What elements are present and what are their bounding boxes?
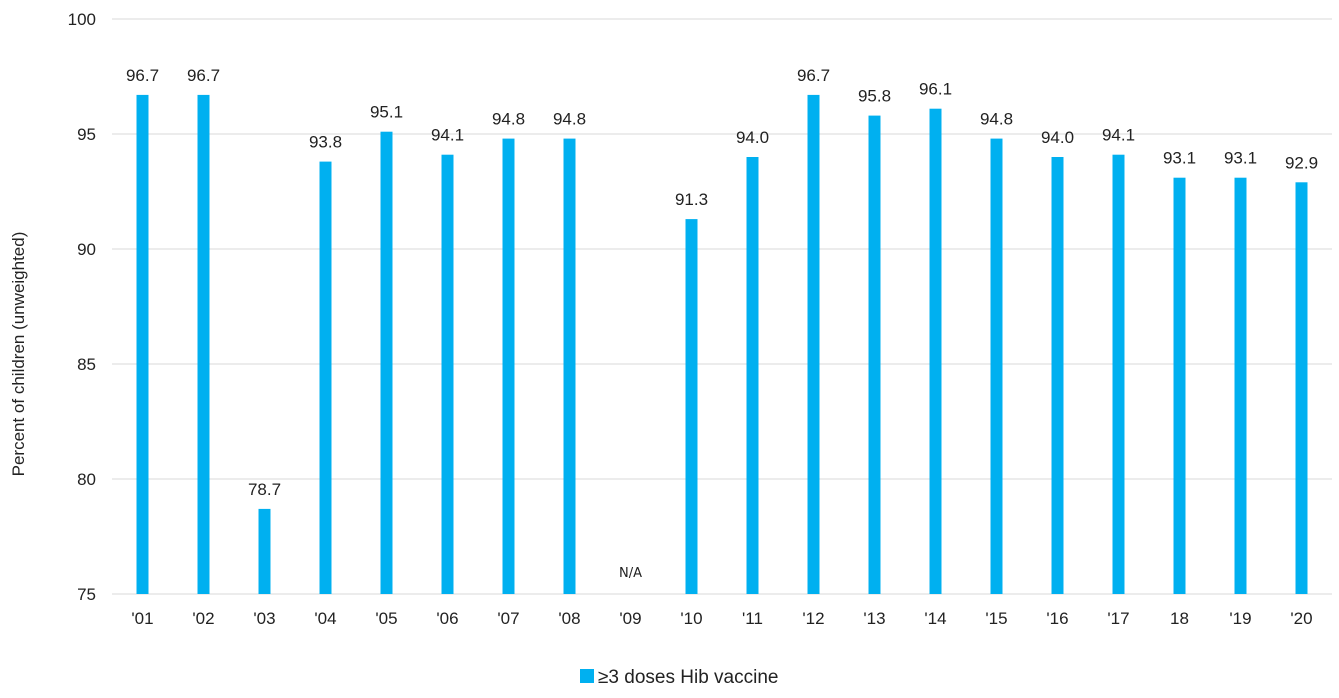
x-tick-label: '05 bbox=[375, 609, 397, 628]
bar bbox=[746, 157, 759, 594]
bar bbox=[136, 94, 149, 595]
bar bbox=[1173, 177, 1186, 594]
x-tick-label: '10 bbox=[680, 609, 702, 628]
x-tick-label: '13 bbox=[863, 609, 885, 628]
bar bbox=[502, 138, 515, 594]
bar bbox=[929, 108, 942, 594]
x-tick-label: '16 bbox=[1046, 609, 1068, 628]
data-label: 96.7 bbox=[797, 66, 830, 85]
bar bbox=[1112, 154, 1125, 594]
y-axis-title: Percent of children (unweighted) bbox=[9, 232, 28, 477]
data-label: 78.7 bbox=[248, 480, 281, 499]
data-label: 94.1 bbox=[1102, 126, 1135, 145]
x-tick-label: '03 bbox=[253, 609, 275, 628]
data-label: 94.8 bbox=[980, 110, 1013, 129]
data-label: 94.0 bbox=[1041, 128, 1074, 147]
bar bbox=[990, 138, 1003, 594]
x-axis-ticks: '01 '02 '03 '04 '05 '06 '07 '08 '09 '10 '11 '12 '13 '… bbox=[131, 609, 1312, 628]
x-tick-label: '02 bbox=[192, 609, 214, 628]
data-label: 93.8 bbox=[309, 133, 342, 152]
y-tick-label: 80 bbox=[77, 470, 96, 489]
x-tick-label: '08 bbox=[558, 609, 580, 628]
x-tick-label: '04 bbox=[314, 609, 336, 628]
data-label: 94.8 bbox=[553, 110, 586, 129]
bar bbox=[1051, 157, 1064, 594]
legend-swatch bbox=[580, 669, 594, 683]
x-tick-label: '06 bbox=[436, 609, 458, 628]
bar bbox=[1295, 182, 1308, 595]
x-tick-label: '01 bbox=[131, 609, 153, 628]
legend-label: ≥3 doses Hib vaccine bbox=[598, 667, 778, 688]
bars bbox=[136, 94, 1308, 595]
gridlines bbox=[112, 18, 1332, 595]
data-label: 92.9 bbox=[1285, 153, 1318, 172]
data-label: 95.1 bbox=[370, 103, 403, 122]
x-tick-label: '17 bbox=[1107, 609, 1129, 628]
x-tick-label: '07 bbox=[497, 609, 519, 628]
x-tick-label: '14 bbox=[924, 609, 946, 628]
data-label: 93.1 bbox=[1163, 149, 1196, 168]
bar bbox=[441, 154, 454, 594]
x-tick-label: '15 bbox=[985, 609, 1007, 628]
y-tick-label: 90 bbox=[77, 240, 96, 259]
data-label: 94.0 bbox=[736, 128, 769, 147]
bar bbox=[685, 219, 698, 594]
data-labels: 96.7 96.7 78.7 93.8 95.1 94.1 94.8 94.8 N/A 91.3 9… bbox=[126, 66, 1318, 581]
data-label-na: N/A bbox=[619, 566, 642, 581]
data-label: 94.1 bbox=[431, 126, 464, 145]
bar bbox=[1234, 177, 1247, 594]
data-label: 96.7 bbox=[126, 66, 159, 85]
bar bbox=[197, 94, 210, 595]
x-tick-label: 18 bbox=[1170, 609, 1189, 628]
bar bbox=[807, 94, 820, 595]
x-tick-label: '12 bbox=[802, 609, 824, 628]
y-tick-label: 95 bbox=[77, 125, 96, 144]
x-tick-label: '11 bbox=[742, 609, 763, 628]
bar bbox=[380, 131, 393, 594]
legend: ≥3 doses Hib vaccine bbox=[580, 667, 778, 688]
data-label: 96.1 bbox=[919, 80, 952, 99]
data-label: 96.7 bbox=[187, 66, 220, 85]
data-label: 93.1 bbox=[1224, 149, 1257, 168]
bar bbox=[319, 161, 332, 594]
data-label: 94.8 bbox=[492, 110, 525, 129]
data-label: 91.3 bbox=[675, 190, 708, 209]
data-label: 95.8 bbox=[858, 87, 891, 106]
x-tick-label: '19 bbox=[1229, 609, 1251, 628]
y-tick-label: 75 bbox=[77, 585, 96, 604]
bar bbox=[563, 138, 576, 594]
y-axis-ticks: 75 80 85 90 95 100 bbox=[68, 10, 96, 604]
x-tick-label: '09 bbox=[619, 609, 641, 628]
bar bbox=[868, 115, 881, 594]
y-tick-label: 100 bbox=[68, 10, 96, 29]
y-tick-label: 85 bbox=[77, 355, 96, 374]
bar bbox=[258, 508, 271, 594]
x-tick-label: '20 bbox=[1290, 609, 1312, 628]
